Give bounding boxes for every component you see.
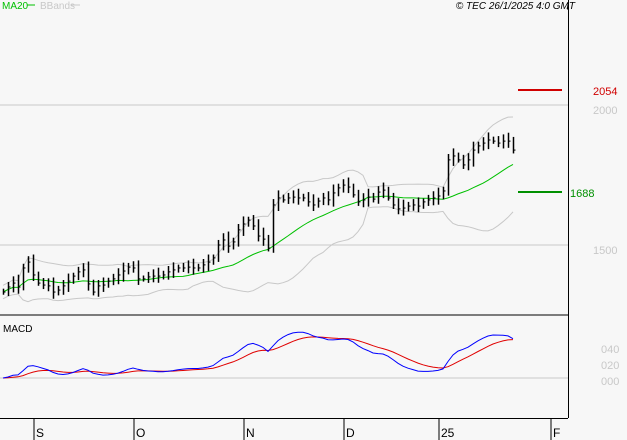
x-tick-label: D xyxy=(346,426,355,440)
macd-tick-label: 040 xyxy=(601,344,619,356)
x-tick-label: F xyxy=(553,426,560,440)
resistance-label: 2054 xyxy=(593,86,617,98)
macd-lines xyxy=(2,331,514,379)
bollinger-upper xyxy=(2,116,514,286)
x-axis-ticks: S O N D 25 F xyxy=(33,418,560,440)
macd-tick-label: 020 xyxy=(601,360,619,372)
copyright-text: © TEC 26/1/2025 4:0 GMT xyxy=(456,1,576,12)
legend-ma20: MA20 xyxy=(2,1,29,12)
macd-tick-label: 000 xyxy=(601,376,619,388)
macd-line xyxy=(2,331,514,379)
price-tick-label: 2000 xyxy=(593,105,617,117)
macd-signal-line xyxy=(2,336,514,379)
price-bars xyxy=(2,132,516,299)
price-tick-label: 1500 xyxy=(593,245,617,257)
bollinger-lower xyxy=(2,206,514,303)
x-tick-label: 25 xyxy=(441,426,455,440)
macd-title: MACD xyxy=(3,324,32,335)
x-tick-label: N xyxy=(246,426,255,440)
legend-bbands: BBands xyxy=(40,1,75,12)
support-label: 1688 xyxy=(570,188,594,200)
x-tick-label: O xyxy=(136,426,145,440)
bollinger-bands xyxy=(2,116,514,303)
x-tick-label: S xyxy=(36,426,44,440)
